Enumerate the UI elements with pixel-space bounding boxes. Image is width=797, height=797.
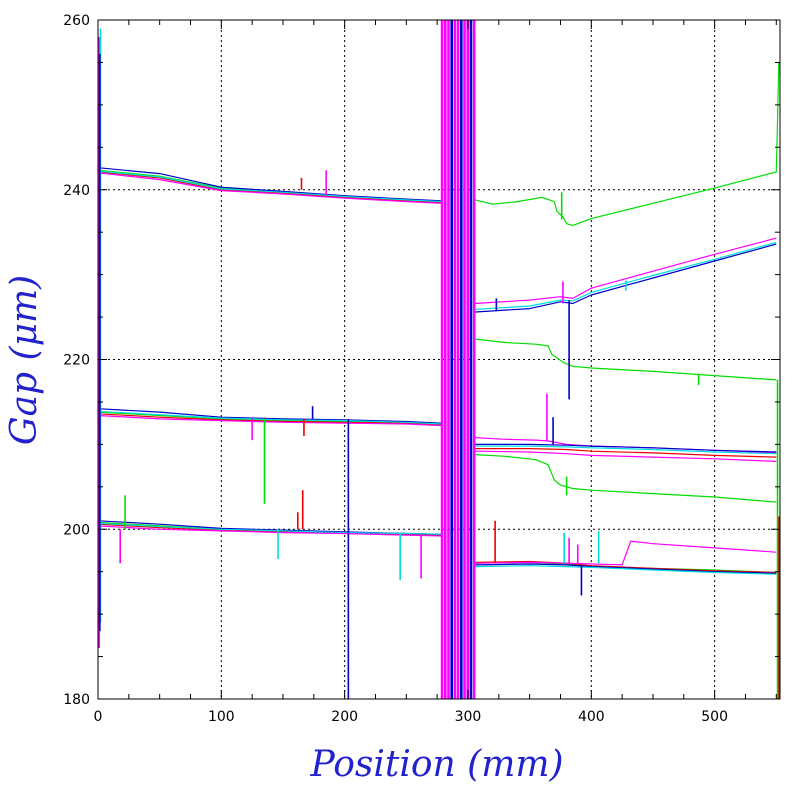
series-line xyxy=(475,560,777,574)
x-tick-label: 200 xyxy=(331,709,358,725)
series-line xyxy=(475,540,777,566)
series-line xyxy=(475,241,777,310)
x-tick-label: 0 xyxy=(94,709,103,725)
series-line xyxy=(97,408,443,424)
y-tick-label: 240 xyxy=(63,183,90,199)
series-line xyxy=(97,414,443,427)
series-line xyxy=(97,172,443,204)
x-tick-label: 500 xyxy=(701,709,728,725)
series-line xyxy=(475,338,777,381)
data-series xyxy=(97,20,780,699)
series-line xyxy=(97,410,443,425)
x-tick-label: 100 xyxy=(208,709,235,725)
series-line xyxy=(475,448,777,458)
y-tick-label: 260 xyxy=(63,13,90,29)
y-axis-title: Gap (μm) xyxy=(4,275,45,445)
series-line xyxy=(97,525,443,537)
grid-lines xyxy=(98,20,780,699)
series-line xyxy=(97,522,443,535)
series-line xyxy=(97,413,443,426)
series-line xyxy=(475,243,777,313)
tick-labels: 0 100 200 300 400 500 180 200 220 240 260 xyxy=(63,13,728,725)
series-line xyxy=(475,565,777,575)
series-line xyxy=(97,167,443,202)
y-tick-label: 180 xyxy=(63,692,90,708)
series-line xyxy=(97,169,443,203)
series-line xyxy=(97,170,443,203)
x-axis-title: Position (mm) xyxy=(309,744,563,785)
x-tick-label: 400 xyxy=(578,709,605,725)
y-tick-label: 200 xyxy=(63,522,90,538)
y-tick-label: 220 xyxy=(63,353,90,369)
series-line xyxy=(475,445,777,455)
axis-ticks xyxy=(97,19,780,700)
series-line xyxy=(475,62,780,226)
series-line xyxy=(97,523,443,536)
series-line xyxy=(475,563,777,574)
series-line xyxy=(475,450,777,462)
series-line xyxy=(475,454,777,503)
series-line xyxy=(97,171,443,204)
series-line xyxy=(475,237,777,305)
series-line xyxy=(475,443,777,453)
x-tick-label: 300 xyxy=(455,709,482,725)
